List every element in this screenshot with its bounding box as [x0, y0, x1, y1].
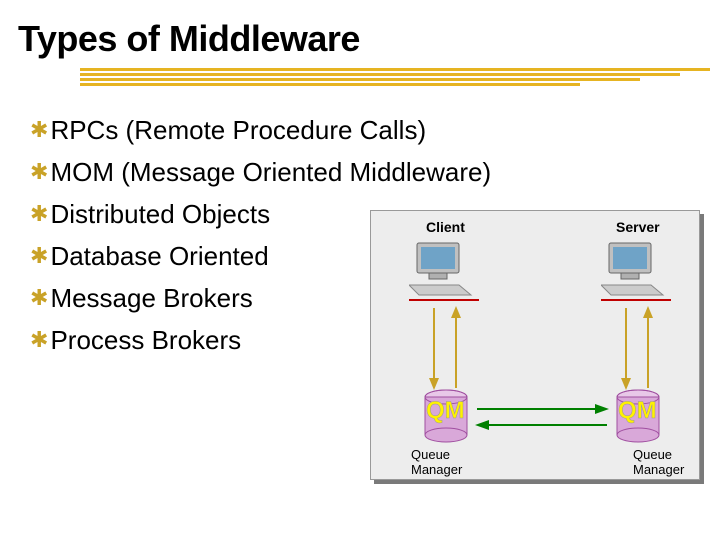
underline-bar-3 — [80, 78, 640, 81]
server-computer-icon — [601, 241, 671, 297]
qm-badge-right: QM — [618, 397, 657, 425]
decor-bullet-icon: ✱ — [30, 203, 48, 225]
page-title: Types of Middleware — [18, 18, 360, 60]
list-item: ✱ MOM (Message Oriented Middleware) — [30, 152, 491, 192]
arrow-qm-right — [475, 403, 609, 415]
bullet-text: Database Oriented — [50, 236, 268, 276]
client-underline — [409, 299, 479, 301]
arrow-qm-left — [475, 419, 609, 431]
decor-bullet-icon: ✱ — [30, 119, 48, 141]
decor-bullet-icon: ✱ — [30, 161, 48, 183]
decor-bullet-icon: ✱ — [30, 245, 48, 267]
bullet-text: RPCs (Remote Procedure Calls) — [50, 110, 426, 150]
queue-manager-left-label: QueueManager — [411, 447, 462, 477]
mom-diagram: Client Server — [370, 210, 700, 480]
arrow-server-up — [641, 306, 655, 390]
underline-bar-2 — [80, 73, 680, 76]
bullet-text: Distributed Objects — [50, 194, 270, 234]
qm-badge-left: QM — [426, 397, 465, 425]
client-label: Client — [426, 219, 465, 235]
bullet-text: MOM (Message Oriented Middleware) — [50, 152, 491, 192]
title-underline — [80, 68, 710, 84]
arrow-client-down — [427, 306, 441, 390]
underline-bar-4 — [80, 83, 580, 86]
decor-bullet-icon: ✱ — [30, 287, 48, 309]
bullet-text: Process Brokers — [50, 320, 241, 360]
arrow-client-up — [449, 306, 463, 390]
decor-bullet-icon: ✱ — [30, 329, 48, 351]
bullet-text: Message Brokers — [50, 278, 252, 318]
queue-manager-right-label: QueueManager — [633, 447, 684, 477]
server-label: Server — [616, 219, 660, 235]
underline-bar-1 — [80, 68, 710, 71]
list-item: ✱ RPCs (Remote Procedure Calls) — [30, 110, 491, 150]
server-underline — [601, 299, 671, 301]
arrow-server-down — [619, 306, 633, 390]
client-computer-icon — [409, 241, 479, 297]
